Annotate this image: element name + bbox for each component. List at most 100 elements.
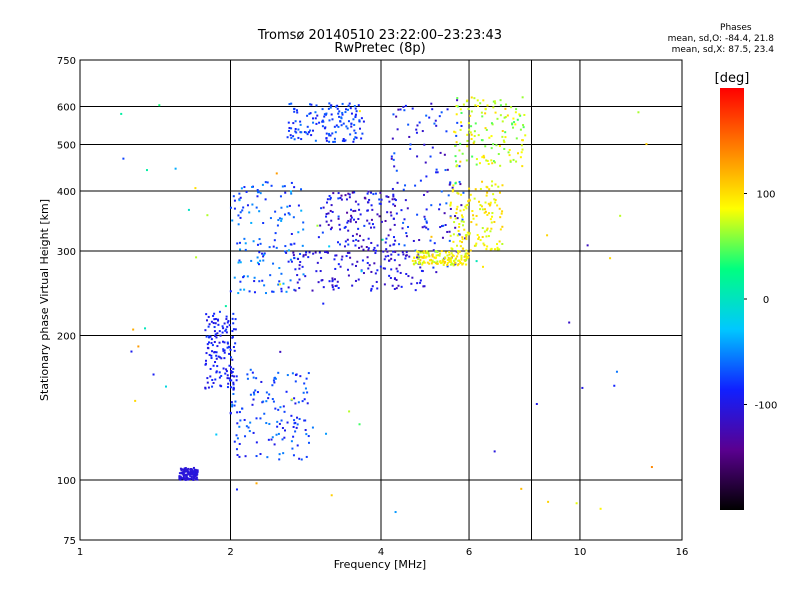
echo-point [329,196,332,199]
echo-point [225,331,228,334]
echo-point [244,435,247,438]
echo-point [193,469,196,472]
echo-point [425,175,428,178]
echo-point [290,192,293,195]
echo-point [281,438,284,441]
echo-point [479,102,482,105]
echo-point [637,111,640,114]
echo-point [421,130,424,133]
echo-point [229,348,232,351]
echo-point [346,268,349,271]
echo-point [347,104,350,107]
echo-point [516,118,519,121]
echo-point [315,104,318,107]
echo-point [275,172,278,175]
echo-point [337,125,340,128]
echo-point [206,377,209,380]
echo-point [288,204,291,207]
echo-point [388,259,391,262]
echo-point [486,213,489,216]
echo-point [328,194,331,197]
echo-point [294,380,297,383]
echo-point [183,467,186,470]
echo-point [436,171,439,174]
echo-point [214,378,217,381]
echo-point [196,471,199,474]
echo-point [389,228,392,231]
echo-point [470,96,473,99]
echo-point [476,233,479,236]
echo-point [393,198,396,201]
echo-point [322,286,325,289]
echo-point [275,433,278,436]
echo-point [453,130,456,133]
echo-point [306,133,309,136]
echo-point [367,237,370,240]
echo-point [475,163,478,166]
echo-point [435,262,438,265]
echo-point [374,249,377,252]
echo-point [497,153,500,156]
echo-point [404,184,407,187]
echo-point [232,392,235,395]
echo-point [485,128,488,131]
echo-point [397,253,400,256]
echo-point [298,287,301,290]
echo-point [226,386,229,389]
echo-point [302,228,305,231]
echo-point [231,317,234,320]
echo-point [512,158,515,161]
echo-point [494,201,497,204]
echo-point [272,379,275,382]
echo-point [195,469,198,472]
echo-point [378,198,381,201]
echo-point [287,286,290,289]
echo-point [456,105,459,108]
echo-point [467,200,470,203]
echo-point [645,143,648,146]
x-tick-label: 10 [574,547,587,558]
echo-point [494,102,497,105]
echo-point [433,122,436,125]
echo-point [520,144,523,147]
echo-point [508,154,511,157]
echo-point [182,470,185,473]
echo-point [465,204,468,207]
echo-point [333,278,336,281]
echo-point [306,402,309,405]
echo-point [330,226,333,229]
echo-point [331,210,334,213]
echo-point [174,167,177,170]
echo-point [498,191,501,194]
echo-point [454,155,457,158]
echo-point [427,254,430,257]
echo-point [459,108,462,111]
echo-point [426,190,429,193]
echo-point [405,273,408,276]
echo-point [490,122,493,125]
echo-point [302,221,305,224]
echo-point [205,335,208,338]
echo-point [449,215,452,218]
echo-point [391,284,394,287]
echo-point [395,115,398,118]
echo-point [366,192,369,195]
echo-point [242,206,245,209]
echo-point [460,204,463,207]
echo-point [517,152,520,155]
echo-point [435,254,438,257]
echo-point [492,160,495,163]
echo-point [226,377,229,380]
echo-point [344,111,347,114]
echo-point [373,262,376,265]
echo-point [481,156,484,159]
echo-point [408,135,411,138]
echo-point [423,285,426,288]
echo-point [222,367,225,370]
echo-point [257,190,260,193]
echo-point [230,379,233,382]
echo-point [390,257,393,260]
echo-point [414,259,417,262]
echo-point [451,190,454,193]
